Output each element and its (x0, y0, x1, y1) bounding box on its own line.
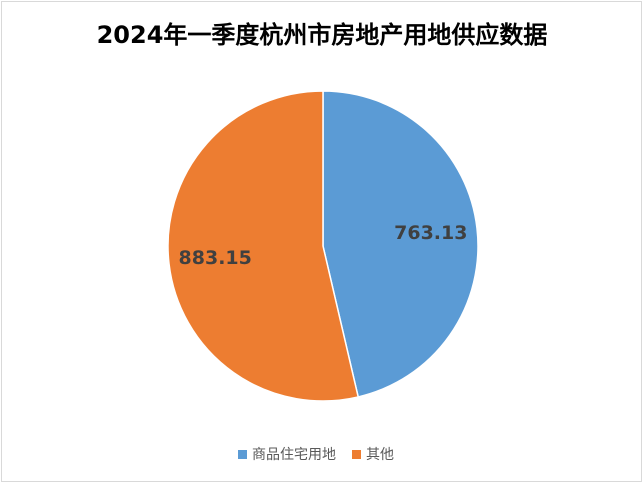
legend-swatch (352, 450, 361, 459)
legend-label: 商品住宅用地 (252, 447, 336, 463)
legend-swatch (238, 450, 247, 459)
pie-slice (167, 90, 360, 402)
data-label: 763.13 (394, 222, 467, 244)
data-label: 883.15 (179, 247, 252, 269)
legend-label: 其他 (366, 447, 394, 463)
pie-slice (322, 90, 479, 398)
chart-title: 2024年一季度杭州市房地产用地供应数据 (97, 21, 548, 49)
